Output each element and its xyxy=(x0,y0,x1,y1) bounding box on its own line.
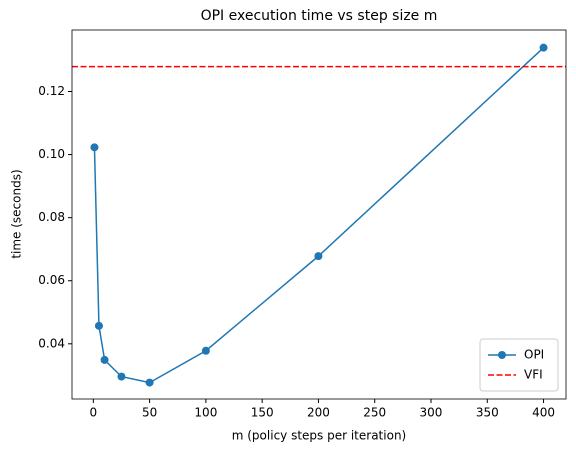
plot-frame xyxy=(71,29,567,400)
x-tick-label: 400 xyxy=(532,406,555,420)
x-tick-label: 150 xyxy=(251,406,274,420)
y-axis-label: time (seconds) xyxy=(10,169,24,258)
x-tick-label: 300 xyxy=(420,406,443,420)
legend: OPI VFI xyxy=(479,338,559,392)
x-tick-label: 50 xyxy=(142,406,157,420)
point xyxy=(201,346,210,355)
x-axis-label: m (policy steps per iteration) xyxy=(232,429,406,443)
y-tick-label: 0.04 xyxy=(38,336,65,350)
point xyxy=(117,372,126,381)
point xyxy=(539,43,548,52)
chart-title: OPI execution time vs step size m xyxy=(201,8,438,24)
y-tick-label: 0.10 xyxy=(38,147,65,161)
point xyxy=(100,355,109,364)
x-tick-label: 0 xyxy=(90,406,98,420)
legend-box xyxy=(479,338,559,392)
legend-marker xyxy=(498,351,506,359)
line xyxy=(93,47,545,384)
legend-label: OPI xyxy=(524,348,544,362)
point xyxy=(90,143,99,152)
point xyxy=(94,321,103,330)
x-tick-label: 250 xyxy=(363,406,386,420)
point xyxy=(314,252,323,261)
x-tick-label: 200 xyxy=(307,406,330,420)
x-tick-label: 350 xyxy=(476,406,499,420)
legend-label: VFI xyxy=(524,368,543,382)
y-tick-label: 0.06 xyxy=(38,273,65,287)
x-tick-label: 100 xyxy=(194,406,217,420)
point xyxy=(145,378,154,387)
y-tick-label: 0.12 xyxy=(38,84,65,98)
y-tick-label: 0.08 xyxy=(38,210,65,224)
